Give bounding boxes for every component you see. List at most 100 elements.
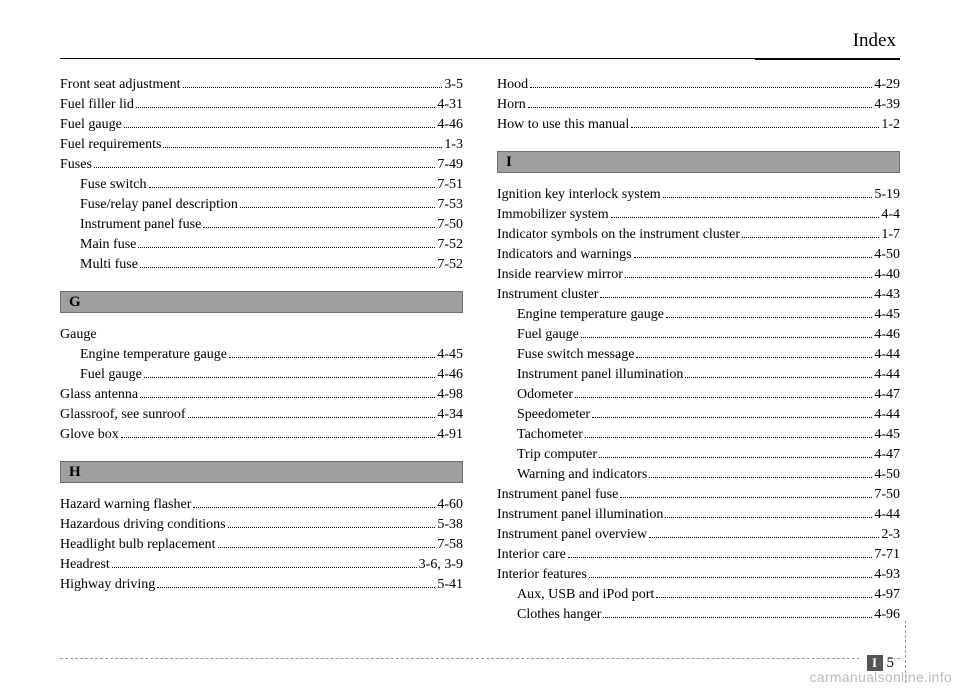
- entry-page: 4-47: [874, 385, 900, 405]
- entry-leader: [649, 477, 872, 478]
- entry-leader: [157, 587, 435, 588]
- entry-page: 4-46: [874, 325, 900, 345]
- entry-page: 4-96: [874, 605, 900, 625]
- entry-page: 4-44: [874, 505, 900, 525]
- entry-page: 4-40: [874, 265, 900, 285]
- index-entry: Glove box4-91: [60, 425, 463, 445]
- entry-leader: [228, 527, 436, 528]
- index-entry: Front seat adjustment3-5: [60, 75, 463, 95]
- entry-leader: [585, 437, 872, 438]
- entry-page: 4-50: [874, 465, 900, 485]
- entry-label: Multi fuse: [80, 255, 138, 275]
- entry-label: Fuel gauge: [517, 325, 579, 345]
- entry-page: 7-53: [437, 195, 463, 215]
- entry-label: Indicator symbols on the instrument clus…: [497, 225, 740, 245]
- entry-page: 7-52: [437, 255, 463, 275]
- entry-page: 4-50: [874, 245, 900, 265]
- entry-leader: [188, 417, 436, 418]
- entry-page: 7-71: [874, 545, 900, 565]
- entry-page: 2-3: [881, 525, 900, 545]
- entry-page: 7-49: [437, 155, 463, 175]
- entry-label: Fuel requirements: [60, 135, 161, 155]
- index-entry: Clothes hanger4-96: [497, 605, 900, 625]
- index-entry: Indicator symbols on the instrument clus…: [497, 225, 900, 245]
- section-i-label: I: [506, 154, 512, 171]
- entry-leader: [625, 277, 872, 278]
- entry-page: 4-4: [881, 205, 900, 225]
- entry-leader: [656, 597, 872, 598]
- entry-label: Warning and indicators: [517, 465, 647, 485]
- entry-leader: [666, 317, 872, 318]
- entry-label: Engine temperature gauge: [517, 305, 664, 325]
- entry-page: 4-98: [437, 385, 463, 405]
- entry-leader: [528, 107, 873, 108]
- left-column: Front seat adjustment3-5Fuel filler lid4…: [60, 75, 463, 625]
- entry-page: 4-44: [874, 345, 900, 365]
- entry-leader: [631, 127, 879, 128]
- entry-label: Inside rearview mirror: [497, 265, 623, 285]
- entry-leader: [611, 217, 880, 218]
- header-rule: [60, 58, 900, 59]
- entry-label: Odometer: [517, 385, 573, 405]
- entry-leader: [665, 517, 872, 518]
- section-g-label: G: [69, 294, 81, 311]
- left-h-group: Hazard warning flasher4-60Hazardous driv…: [60, 495, 463, 595]
- entry-leader: [218, 547, 436, 548]
- entry-page: 4-39: [874, 95, 900, 115]
- index-entry: Main fuse7-52: [60, 235, 463, 255]
- entry-leader: [589, 577, 873, 578]
- index-entry: Trip computer4-47: [497, 445, 900, 465]
- index-entry: Hazardous driving conditions5-38: [60, 515, 463, 535]
- entry-leader: [620, 497, 872, 498]
- entry-label: Instrument panel illumination: [497, 505, 663, 525]
- index-entry: Aux, USB and iPod port4-97: [497, 585, 900, 605]
- entry-leader: [600, 297, 872, 298]
- index-entry: Horn4-39: [497, 95, 900, 115]
- entry-leader: [203, 227, 435, 228]
- entry-label: Gauge: [60, 325, 97, 345]
- entry-label: Indicators and warnings: [497, 245, 632, 265]
- entry-page: 4-97: [874, 585, 900, 605]
- entry-leader: [163, 147, 442, 148]
- entry-leader: [663, 197, 873, 198]
- entry-label: Ignition key interlock system: [497, 185, 661, 205]
- columns: Front seat adjustment3-5Fuel filler lid4…: [60, 75, 900, 625]
- entry-leader: [530, 87, 872, 88]
- entry-label: Hazard warning flasher: [60, 495, 191, 515]
- page-header: Index: [60, 30, 900, 52]
- entry-label: Glove box: [60, 425, 119, 445]
- entry-leader: [94, 167, 435, 168]
- watermark: carmanualsonline.info: [810, 669, 953, 685]
- index-entry: Inside rearview mirror 4-40: [497, 265, 900, 285]
- entry-page: 4-44: [874, 405, 900, 425]
- entry-page: 4-34: [437, 405, 463, 425]
- entry-page: 4-46: [437, 115, 463, 135]
- entry-page: 5-38: [437, 515, 463, 535]
- entry-label: Front seat adjustment: [60, 75, 181, 95]
- entry-leader: [149, 187, 436, 188]
- index-entry: Instrument panel fuse7-50: [497, 485, 900, 505]
- entry-label: Instrument panel overview: [497, 525, 647, 545]
- right-top-group: Hood4-29Horn4-39How to use this manual1-…: [497, 75, 900, 135]
- entry-leader: [581, 337, 873, 338]
- index-entry: Multi fuse 7-52: [60, 255, 463, 275]
- entry-leader: [240, 207, 435, 208]
- section-h-chip: H: [60, 461, 463, 483]
- entry-label: Instrument panel illumination: [517, 365, 683, 385]
- entry-label: Headlight bulb replacement: [60, 535, 216, 555]
- index-entry: Instrument panel illumination 4-44: [497, 365, 900, 385]
- index-entry: Fuel gauge 4-46: [497, 325, 900, 345]
- entry-page: 4-45: [874, 305, 900, 325]
- entry-label: Fuses: [60, 155, 92, 175]
- entry-page: 7-50: [874, 485, 900, 505]
- entry-page: 4-44: [874, 365, 900, 385]
- index-entry: Highway driving5-41: [60, 575, 463, 595]
- index-entry: Instrument panel fuse7-50: [60, 215, 463, 235]
- entry-label: Headrest: [60, 555, 110, 575]
- index-entry: Fuel filler lid4-31: [60, 95, 463, 115]
- entry-page: 3-6, 3-9: [419, 555, 463, 575]
- index-entry: Gauge: [60, 325, 463, 345]
- entry-label: Instrument cluster: [497, 285, 598, 305]
- entry-page: 4-45: [874, 425, 900, 445]
- entry-label: Fuel gauge: [80, 365, 142, 385]
